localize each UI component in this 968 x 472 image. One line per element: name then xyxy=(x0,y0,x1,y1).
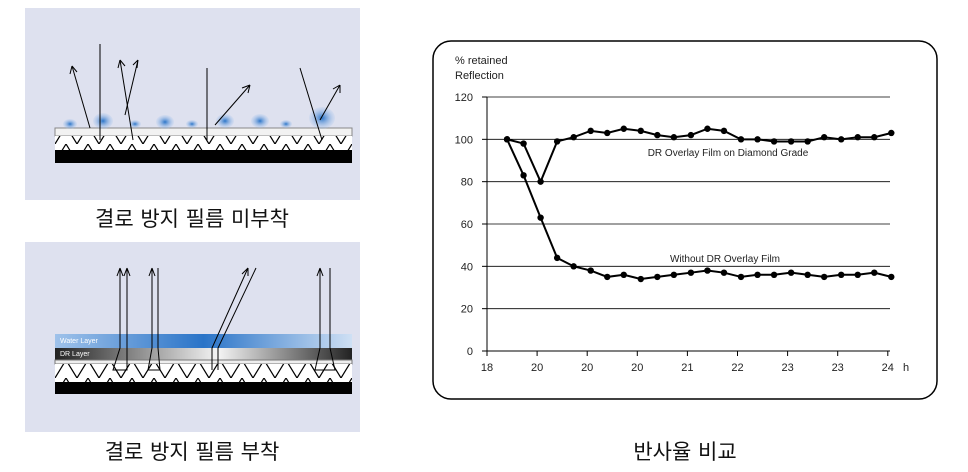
caption: 결로 방지 필름 부착 xyxy=(105,440,280,464)
data-point xyxy=(670,271,678,278)
x-tick-label: 23 xyxy=(781,362,793,374)
x-tick-label: 20 xyxy=(581,362,593,374)
data-point xyxy=(820,273,828,281)
data-point xyxy=(871,269,878,276)
data-point xyxy=(888,273,895,281)
series-label: DR Overlay Film on Diamond Grade xyxy=(648,148,809,159)
x-tick-label: 18 xyxy=(481,362,493,374)
layer-label: Water Layer xyxy=(60,338,99,345)
y-axis-label: Reflection xyxy=(455,70,504,82)
caption: 반사율 비교 xyxy=(633,440,736,464)
y-tick-label: 80 xyxy=(461,177,473,189)
data-point xyxy=(854,134,861,141)
data-point xyxy=(787,269,795,276)
caption: 결로 방지 필름 미부착 xyxy=(95,207,289,231)
data-point xyxy=(754,271,761,278)
x-tick-label: 24 xyxy=(882,362,894,374)
data-point xyxy=(754,136,761,143)
data-point xyxy=(637,275,645,283)
data-point xyxy=(654,273,661,281)
data-point xyxy=(520,172,527,179)
data-point xyxy=(604,129,611,137)
data-point xyxy=(804,138,811,145)
data-point xyxy=(820,134,828,141)
data-point xyxy=(687,269,695,276)
y-tick-label: 60 xyxy=(461,219,473,231)
data-point xyxy=(871,134,878,141)
data-point xyxy=(737,136,745,143)
series-label: Without DR Overlay Film xyxy=(670,254,780,265)
y-tick-label: 40 xyxy=(461,261,473,273)
data-point xyxy=(720,127,728,135)
data-point xyxy=(620,271,627,278)
x-tick-label: 23 xyxy=(832,362,844,374)
x-tick-label: 20 xyxy=(631,362,643,374)
data-point xyxy=(520,140,527,147)
data-point xyxy=(537,214,544,221)
y-tick-label: 20 xyxy=(461,304,473,316)
x-tick-label: 22 xyxy=(731,362,743,374)
diagram-with-film: Water Layer DR Layer xyxy=(25,242,360,432)
data-point xyxy=(503,136,511,143)
y-tick-label: 120 xyxy=(455,92,473,104)
x-tick-label: 20 xyxy=(531,362,543,374)
data-point xyxy=(838,136,845,143)
data-point xyxy=(770,271,778,278)
data-point xyxy=(737,273,745,281)
data-point xyxy=(720,269,728,276)
y-tick-label: 0 xyxy=(467,346,473,358)
data-point xyxy=(570,134,577,141)
data-point xyxy=(570,263,577,270)
diagram-without-film xyxy=(25,8,360,200)
data-point xyxy=(620,125,627,132)
x-unit: h xyxy=(903,362,909,374)
data-point xyxy=(537,178,544,185)
y-tick-label: 100 xyxy=(455,134,473,146)
data-point xyxy=(787,138,795,145)
x-tick-label: 21 xyxy=(681,362,693,374)
data-point xyxy=(687,131,695,139)
data-point xyxy=(670,134,678,141)
data-point xyxy=(704,267,711,274)
data-point xyxy=(704,125,711,132)
data-point xyxy=(804,271,811,278)
data-point xyxy=(888,129,895,137)
layer-label: DR Layer xyxy=(60,351,90,358)
data-point xyxy=(553,254,561,262)
data-point xyxy=(838,271,845,278)
data-point xyxy=(587,267,594,274)
chart-frame xyxy=(432,40,938,400)
data-point xyxy=(854,271,861,278)
data-point xyxy=(553,138,561,145)
data-point xyxy=(654,131,661,139)
data-point xyxy=(604,273,611,281)
data-point xyxy=(770,138,778,145)
data-point xyxy=(587,127,594,135)
data-point xyxy=(637,127,645,135)
y-axis-label: % retained xyxy=(455,55,508,67)
